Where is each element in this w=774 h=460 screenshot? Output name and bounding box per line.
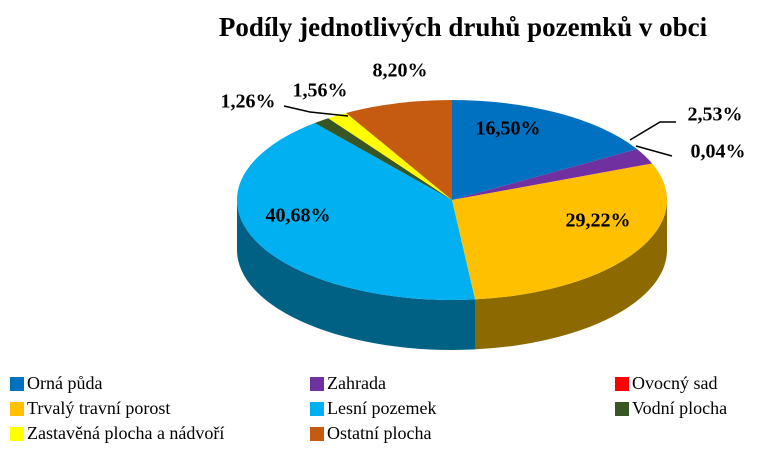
legend-swatch [10,377,24,391]
data-label: 8,20% [373,60,428,82]
pie-side [474,200,667,350]
legend-swatch [10,427,24,441]
legend-swatch [615,377,629,391]
data-label: 2,53% [688,104,743,126]
leader-line [629,121,676,141]
pie-slice [346,100,452,200]
legend-label: Ostatní plocha [327,423,431,443]
legend-label: Trvalý travní porost [27,398,170,418]
pie-slice [314,118,452,200]
pie-slice [236,123,475,300]
pie-slice [452,149,653,200]
legend-label: Vodní plocha [632,398,727,418]
legend-label: Zahrada [327,373,386,393]
pie-slice [452,163,667,300]
legend-label: Zastavěná plocha a nádvoří [27,423,224,443]
data-label: 40,68% [266,205,331,227]
pie-slice [328,112,452,200]
legend-label: Ovocný sad [632,373,717,393]
leader-line [283,105,349,117]
chart-title: Podíly jednotlivých druhů pozemků v obci [219,12,708,42]
legend-label: Lesní pozemek [327,398,436,418]
legend-label: Orná půda [27,373,102,393]
data-label: 1,26% [221,91,276,113]
pie-slice [452,100,638,200]
legend-swatch [310,427,324,441]
data-label: 0,04% [691,141,746,163]
data-label: 1,56% [293,80,348,102]
legend-swatch [310,377,324,391]
pie-side [237,200,475,350]
pie-slice [452,163,653,200]
data-label: 29,22% [566,210,631,232]
legend-swatch [615,402,629,416]
leader-line [635,145,673,157]
legend-swatch [10,402,24,416]
legend-swatch [310,402,324,416]
data-label: 16,50% [476,118,541,140]
